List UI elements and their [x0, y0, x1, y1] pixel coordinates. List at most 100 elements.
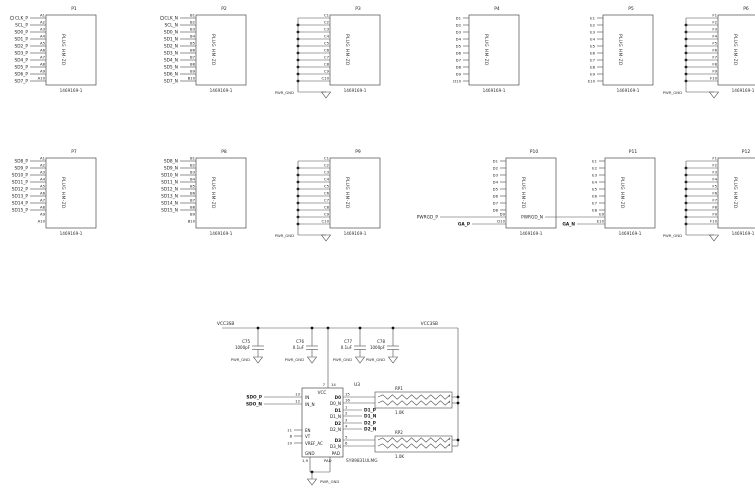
pin-name: D3_N: [330, 444, 341, 449]
net-label: SD2_P: [14, 44, 28, 50]
connector-body[interactable]: [329, 157, 381, 229]
connector-type-label: PLUG HM-ZD: [618, 34, 623, 66]
net-label: SD8_P: [14, 159, 28, 165]
connector-P8[interactable]: P8 1469169-1 PLUG HM-ZD B1 SD8_N B2 SD9_N B3 SD1…: [161, 149, 247, 236]
pin-number: C8: [324, 62, 330, 67]
part-number-label: 1469169-1: [732, 231, 755, 236]
ground-symbol: [306, 356, 318, 364]
pin-number: F1: [712, 156, 717, 161]
connector-body[interactable]: [468, 14, 520, 86]
connector-body[interactable]: [602, 14, 654, 86]
connector-P3[interactable]: P3 1469169-1 PLUG HM-ZD C1 C2 C3 C4 C5 C6 C7 C8 C9 C…: [275, 6, 381, 99]
pin-number: F4: [712, 34, 717, 39]
power-net-label: VCC3SB: [421, 321, 438, 327]
connector-body[interactable]: [717, 157, 755, 229]
pin-number: F10: [710, 76, 718, 81]
connector-P9[interactable]: P9 1469169-1 PLUG HM-ZD C1 C2 C3 C4 C5 C6 C7 C8 C9 C…: [275, 149, 381, 242]
net-label: SD10_P: [12, 173, 29, 179]
net-label: SD11_P: [12, 180, 29, 186]
pin-number: 12: [295, 399, 300, 404]
pin-number: C4: [324, 177, 330, 182]
pin-number: 5: [345, 435, 348, 440]
connector-body[interactable]: [45, 14, 97, 86]
refdes-label: RP1: [395, 386, 403, 391]
refdes-label: P2: [221, 6, 227, 12]
pin-name: GND: [305, 451, 315, 456]
pin-number: PAD: [324, 458, 332, 463]
pin-number: D1: [493, 159, 499, 164]
connector-P5[interactable]: P5 1469169-1 PLUG HM-ZD E1 E2 E3 E4 E5 E6 E7 E8 E9 E…: [588, 6, 654, 93]
part-number-label: 1469169-1: [60, 88, 83, 93]
rpack-body[interactable]: [374, 435, 453, 453]
connector-P2[interactable]: P2 1469169-1 PLUG HM-ZD B1 CLK_N B2 SCL_N B3 SD0…: [159, 6, 247, 93]
pin-number: B7: [190, 198, 196, 203]
connector-P7[interactable]: P7 1469169-1 PLUG HM-ZD A1 SD8_P A2 SD9_P A3 SD1…: [12, 149, 97, 236]
rpack-RP2[interactable]: RP2 1.0K: [374, 430, 453, 459]
ground-symbol: [252, 356, 264, 364]
resistor-element: [377, 394, 451, 400]
pin-number: A3: [40, 170, 46, 175]
pin-number: 8: [290, 434, 293, 439]
refdes-label: P12: [742, 149, 751, 155]
rpack-RP1[interactable]: RP1 1.0K: [374, 386, 453, 415]
connector-P12[interactable]: P12 1469169-1 PLUG HM-ZD F1 F2 F3 F4 F5 F6 F7 F8 F9…: [663, 149, 755, 242]
connector-type-label: PLUG HM-ZD: [345, 34, 350, 66]
refdes-label: P1: [71, 6, 77, 12]
ground-net-label: PWR_GND: [366, 357, 385, 362]
ground-symbol: [320, 234, 332, 242]
pin-number: C3: [324, 170, 330, 175]
pin-number: B5: [190, 41, 196, 46]
chip-body[interactable]: [301, 387, 344, 458]
pin-number: C2: [324, 163, 330, 168]
pin-number: F7: [712, 55, 717, 60]
pin-name: PAD: [332, 451, 340, 456]
refdes-label: P4: [494, 6, 500, 12]
pin-number: A6: [40, 48, 46, 53]
connector-P11[interactable]: P11 1469169-1 PLUG HM-ZD E1 E2 E3 E4 E5 E6 E7 E8E9…: [521, 149, 656, 236]
refdes-label: P6: [743, 6, 749, 12]
net-label: D1_P: [364, 408, 376, 414]
pin-number: A5: [40, 184, 46, 189]
refdes-label: C75: [242, 339, 250, 344]
pin-number: D2: [493, 166, 499, 171]
connector-body[interactable]: [45, 157, 97, 229]
connector-body[interactable]: [717, 14, 755, 86]
pin-number: 2: [345, 411, 348, 416]
connector-body[interactable]: [604, 157, 656, 229]
pin-number: E2: [592, 166, 597, 171]
connector-P6[interactable]: P6 1469169-1 PLUG HM-ZD F1 F2 F3 F4 F5 F6 F7 F8 F9 F…: [663, 6, 755, 99]
connector-P10[interactable]: P10 1469169-1 PLUG HM-ZD D1 D2 D3 D4 D5 D6 D7 D8D9…: [417, 149, 557, 236]
pin-number: E7: [590, 58, 595, 63]
value-label: 0.1uF: [293, 345, 305, 350]
pin-number: 4: [345, 424, 348, 429]
connector-body[interactable]: [195, 157, 247, 229]
pin-name: IN_N: [305, 402, 315, 407]
pin-number: 11: [287, 428, 292, 433]
net-label: SD14_P: [12, 201, 29, 207]
connector-body[interactable]: [195, 14, 247, 86]
connector-type-label: PLUG HM-ZD: [345, 177, 350, 209]
connector-body[interactable]: [505, 157, 557, 229]
ground-symbol: [708, 234, 720, 242]
pin-number: E10: [597, 219, 605, 224]
connector-P1[interactable]: P1 1469169-1 PLUG HM-ZD A1 CLK_P A2 SCL_P A3 SD0…: [9, 6, 97, 93]
connector-P4[interactable]: P4 1469169-1 PLUG HM-ZD D1 D2 D3 D4 D5 D6 D7 D8 D9 D…: [453, 6, 520, 93]
rpack-body[interactable]: [374, 391, 453, 409]
resistor-element: [377, 400, 451, 406]
offpage-circle: [9, 15, 15, 21]
pin-number: A3: [40, 27, 46, 32]
connector-body[interactable]: [329, 14, 381, 86]
net-label: D2_N: [364, 427, 377, 433]
pin-number: D5: [456, 44, 462, 49]
pin-number: C9: [324, 212, 330, 217]
pin-number: B8: [190, 62, 196, 67]
net-label: D2_P: [364, 421, 376, 427]
pin-number: F2: [712, 163, 717, 168]
pin-number: A7: [40, 198, 46, 203]
pin-number: D3: [493, 173, 499, 178]
